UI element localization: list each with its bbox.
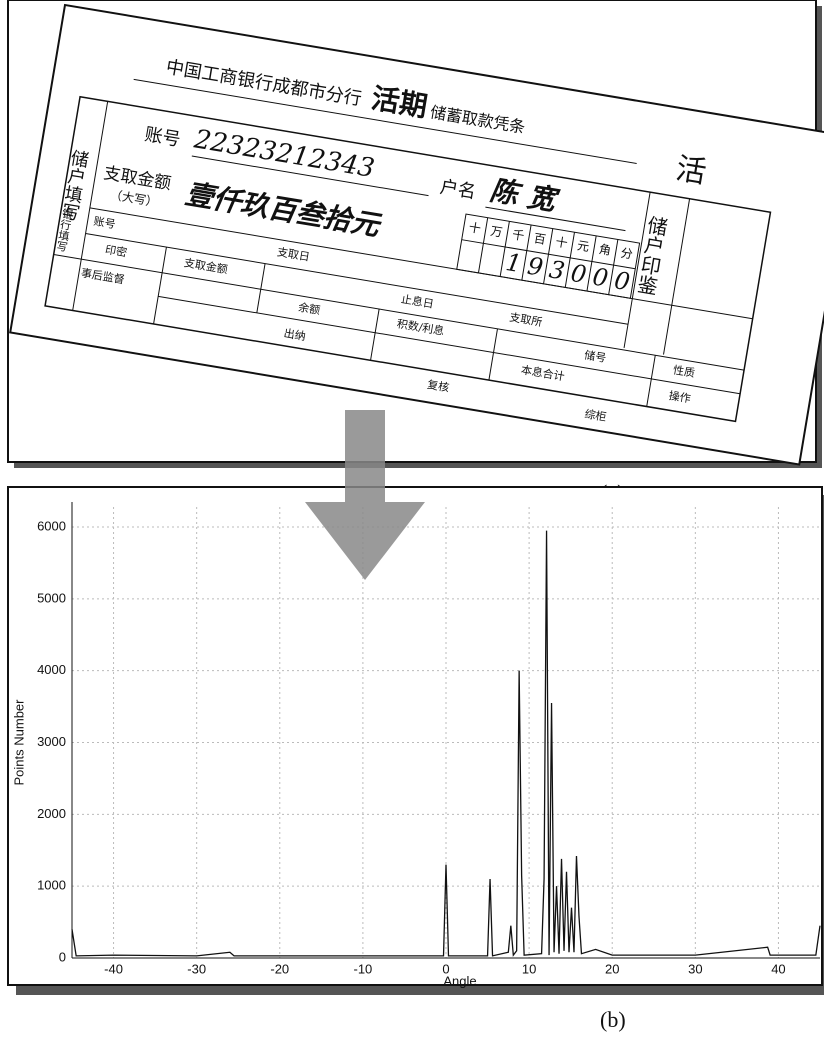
x-tick-label: 30 <box>688 961 702 976</box>
y-tick-label: 0 <box>59 949 66 964</box>
x-tick-label: -30 <box>187 961 206 976</box>
digit-header: 角 <box>598 242 612 258</box>
digit-header: 分 <box>620 246 634 262</box>
figure: 中国工商银行成都市分行 活期 储蓄取款凭条 活 储户填写 账号 22323212… <box>0 0 824 1039</box>
x-tick-label: -10 <box>353 961 372 976</box>
y-tick-label: 4000 <box>37 662 66 677</box>
y-tick-label: 3000 <box>37 734 66 749</box>
panel-label: (b) <box>600 1007 626 1032</box>
x-tick-label: 10 <box>522 961 536 976</box>
x-tick-label: 40 <box>771 961 785 976</box>
x-tick-label: -20 <box>270 961 289 976</box>
digit-header: 十 <box>554 235 568 251</box>
y-tick-label: 5000 <box>37 590 66 605</box>
y-tick-label: 1000 <box>37 878 66 893</box>
digit-header: 元 <box>576 238 590 254</box>
y-tick-label: 6000 <box>37 518 66 533</box>
digit-header: 百 <box>533 231 547 247</box>
x-axis-label: Angle <box>443 973 476 988</box>
y-tick-label: 2000 <box>37 806 66 821</box>
digit-header: 千 <box>511 228 525 244</box>
digit-header: 万 <box>489 224 503 240</box>
x-tick-label: 20 <box>605 961 619 976</box>
y-axis-label: Points Number <box>11 699 26 786</box>
slip-corner: 活 <box>673 151 708 190</box>
panel-b-frame <box>8 487 822 985</box>
page: {"slip": {"title_pre": "中国工商银行成都市分行", "t… <box>0 0 824 1039</box>
digit-header: 十 <box>468 220 482 236</box>
x-tick-label: -40 <box>104 961 123 976</box>
